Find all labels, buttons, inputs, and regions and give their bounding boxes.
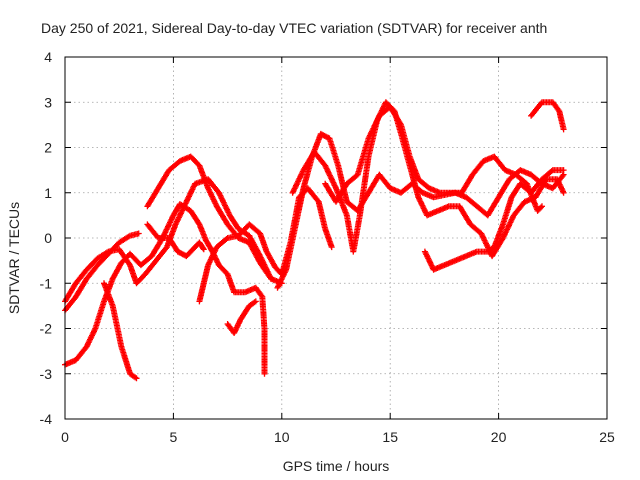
- y-tick-label: -1: [40, 275, 53, 291]
- data-point-marker: [397, 120, 404, 127]
- data-marks: [62, 99, 567, 382]
- x-tick-label: 15: [382, 429, 398, 445]
- x-axis-label: GPS time / hours: [283, 458, 390, 474]
- x-tick-label: 20: [491, 429, 507, 445]
- data-point-marker: [251, 299, 258, 306]
- data-point-marker: [423, 252, 430, 259]
- axes: 0 5 10 15 20 25 -4 -3 -2 -1 0 1 2 3 4: [40, 49, 615, 445]
- y-tick-label: -4: [40, 411, 53, 427]
- data-point-marker: [232, 327, 239, 334]
- x-tick-label: 25: [599, 429, 615, 445]
- data-point-marker: [560, 167, 567, 174]
- y-tick-label: -3: [40, 366, 53, 382]
- series-arc-13: [528, 99, 567, 133]
- data-point-marker: [200, 246, 207, 253]
- data-point-marker: [211, 197, 218, 204]
- data-point-marker: [200, 245, 206, 252]
- data-point-marker: [548, 168, 555, 175]
- series-arc-11: [322, 103, 545, 214]
- data-point-marker: [231, 330, 238, 336]
- data-point-marker: [132, 374, 139, 381]
- data-point-marker: [205, 262, 212, 269]
- data-point-marker: [252, 298, 259, 305]
- data-point-marker: [539, 203, 545, 210]
- y-tick-label: 2: [44, 140, 52, 156]
- data-point-marker: [135, 230, 142, 237]
- y-tick-label: 0: [44, 230, 52, 246]
- data-point-marker: [314, 197, 321, 204]
- data-point-marker: [555, 107, 562, 113]
- x-tick-label: 5: [170, 429, 178, 445]
- y-tick-label: 1: [44, 185, 52, 201]
- data-point-marker: [261, 370, 268, 377]
- data-point-marker: [537, 204, 544, 211]
- series-arc-4: [101, 280, 140, 382]
- x-tick-label: 10: [274, 429, 290, 445]
- series-arc-8: [224, 298, 259, 336]
- data-point-marker: [133, 375, 140, 382]
- data-point-marker: [560, 189, 567, 196]
- grid-layer: [65, 57, 607, 419]
- x-tick-label: 0: [61, 429, 69, 445]
- data-point-marker: [125, 233, 132, 240]
- y-axis-label: SDTVAR / TECUs: [6, 202, 22, 314]
- data-point-marker: [417, 198, 424, 205]
- data-point-marker: [555, 178, 562, 185]
- series-arc-6: [144, 221, 207, 260]
- data-point-marker: [554, 176, 561, 183]
- data-point-marker: [223, 236, 230, 242]
- series-arc-12: [421, 167, 567, 273]
- y-tick-label: 3: [44, 94, 52, 110]
- series-arc-1: [62, 230, 142, 314]
- series-arc-3: [62, 201, 268, 377]
- data-point-marker: [560, 126, 567, 133]
- y-tick-label: -2: [40, 321, 53, 337]
- series-arc-5: [144, 153, 285, 287]
- chart-title: Day 250 of 2021, Sidereal Day-to-day VTE…: [41, 20, 547, 36]
- data-point-marker: [328, 244, 335, 251]
- data-point-marker: [258, 292, 265, 299]
- y-tick-label: 4: [44, 49, 52, 65]
- data-point-marker: [559, 172, 566, 179]
